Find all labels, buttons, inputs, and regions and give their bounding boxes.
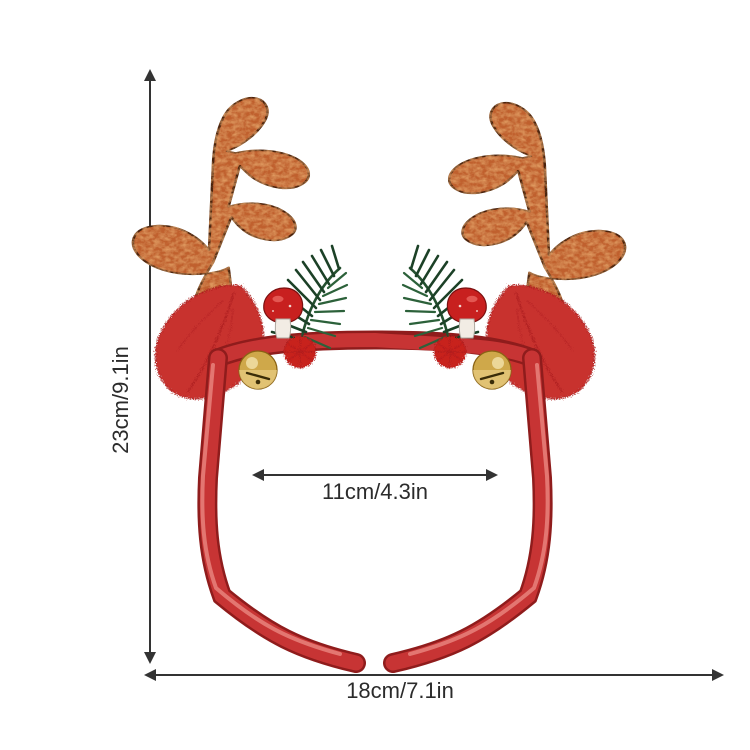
svg-text:23cm/9.1in: 23cm/9.1in xyxy=(108,346,133,454)
svg-text:18cm/7.1in: 18cm/7.1in xyxy=(346,678,454,703)
svg-text:11cm/4.3in: 11cm/4.3in xyxy=(322,479,428,504)
